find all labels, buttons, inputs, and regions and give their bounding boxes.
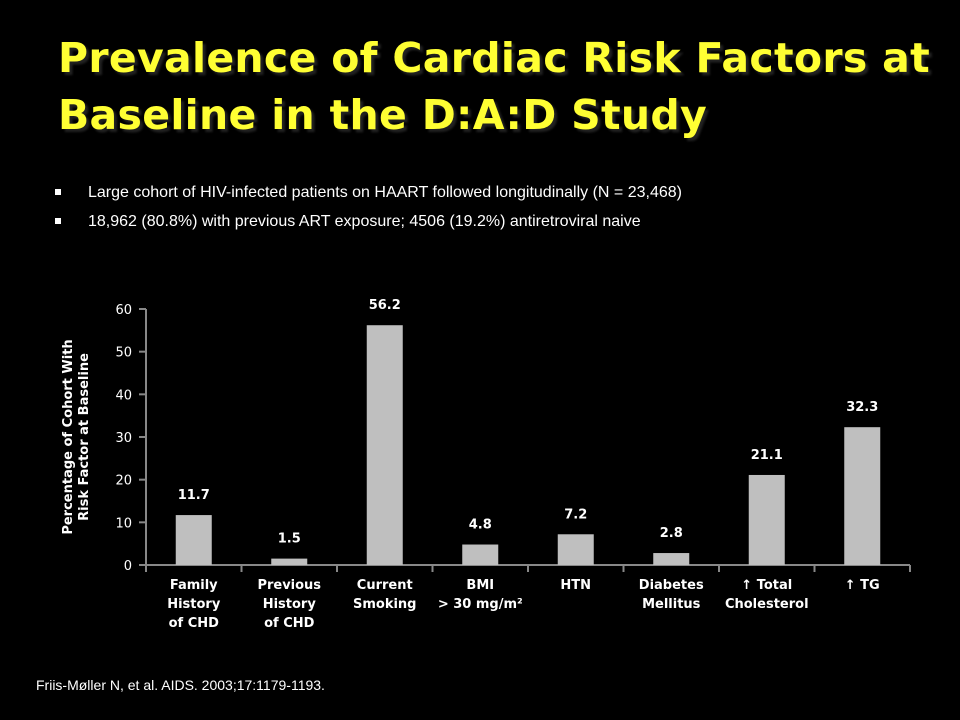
- title-line-1: Prevalence of Cardiac Risk Factors at: [58, 34, 930, 82]
- x-tick-label: > 30 mg/m²: [438, 597, 523, 612]
- data-label: 32.3: [846, 400, 878, 415]
- x-tick-label: of CHD: [169, 616, 220, 631]
- bar: [366, 325, 403, 565]
- y-tick-label: 0: [124, 559, 132, 574]
- x-tick-label: BMI: [466, 578, 494, 593]
- square-bullet-icon: [55, 189, 61, 195]
- data-label: 56.2: [369, 298, 401, 313]
- y-axis-label-line: Risk Factor at Baseline: [77, 353, 92, 521]
- x-tick-label: ↑ TG: [845, 578, 880, 593]
- y-tick-label: 20: [115, 474, 132, 489]
- bar: [175, 515, 212, 565]
- bullet-text: 18,962 (80.8%) with previous ART exposur…: [88, 213, 641, 230]
- x-tick-label: HTN: [560, 578, 591, 593]
- x-tick-label: Current: [357, 578, 413, 593]
- y-tick-label: 60: [115, 303, 132, 318]
- x-tick-label: History: [263, 597, 317, 612]
- citation: Friis-Møller N, et al. AIDS. 2003;17:117…: [36, 677, 325, 693]
- data-label: 21.1: [751, 448, 783, 463]
- data-label: 11.7: [178, 488, 210, 503]
- bar: [271, 558, 308, 565]
- x-tick-label: Previous: [257, 578, 321, 593]
- y-axis-label-line: Percentage of Cohort With: [61, 339, 76, 534]
- data-label: 2.8: [660, 526, 683, 541]
- square-bullet-icon: [55, 218, 61, 224]
- bullet-item: Large cohort of HIV-infected patients on…: [48, 178, 682, 207]
- bar: [557, 534, 594, 565]
- x-tick-label: Mellitus: [642, 597, 701, 612]
- bar: [748, 474, 785, 565]
- x-tick-label: History: [167, 597, 221, 612]
- data-label: 4.8: [469, 518, 492, 533]
- x-tick-label: Family: [170, 578, 218, 593]
- y-tick-label: 30: [115, 431, 132, 446]
- y-axis-label: Percentage of Cohort WithRisk Factor at …: [61, 339, 92, 534]
- bar: [844, 427, 881, 565]
- y-tick-label: 10: [115, 516, 132, 531]
- bar: [653, 553, 690, 565]
- y-tick-label: 40: [115, 388, 132, 403]
- bar: [462, 544, 499, 565]
- bullet-text: Large cohort of HIV-infected patients on…: [88, 184, 682, 201]
- title-line-2: Baseline in the D:A:D Study: [58, 91, 708, 139]
- x-tick-label: ↑ Total: [741, 578, 792, 593]
- bullet-list: Large cohort of HIV-infected patients on…: [48, 178, 682, 236]
- y-tick-label: 50: [115, 346, 132, 361]
- bullet-item: 18,962 (80.8%) with previous ART exposur…: [48, 207, 682, 236]
- x-tick-label: Smoking: [353, 597, 417, 612]
- x-tick-label: of CHD: [264, 616, 315, 631]
- data-label: 1.5: [278, 532, 301, 547]
- data-label: 7.2: [564, 507, 587, 522]
- x-tick-label: Diabetes: [639, 578, 704, 593]
- x-tick-label: Cholesterol: [725, 597, 809, 612]
- slide-title: Prevalence of Cardiac Risk Factors at Ba…: [58, 30, 938, 144]
